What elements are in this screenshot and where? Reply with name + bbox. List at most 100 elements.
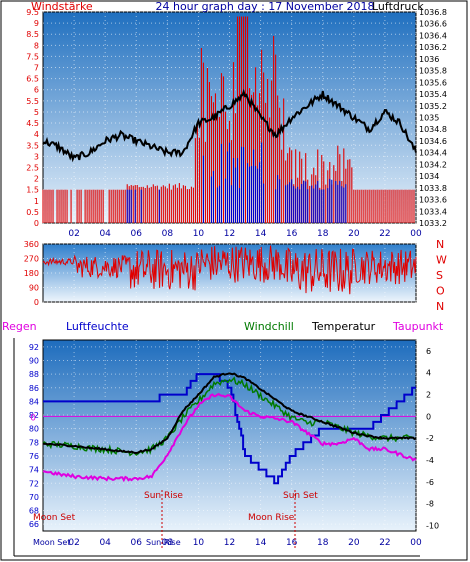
moon-set-label: Moon Set [33, 513, 76, 523]
zero-label: 0 [30, 413, 36, 423]
humidity-tick-label: 92 [29, 343, 39, 352]
wind-direction-line [42, 245, 417, 295]
moon-set-bottom-label: Moon Set [33, 538, 70, 547]
humidity-tick-label: 72 [29, 479, 39, 488]
wind-tick-label: 7.5 [26, 52, 39, 61]
humidity-tick-label: 84 [29, 397, 39, 406]
time-tick-label: 10 [193, 229, 205, 239]
humidity-line [43, 373, 416, 485]
humidity-tick-label: 80 [29, 425, 39, 434]
wind-tick-label: 6.5 [26, 75, 39, 84]
compass-label: S [436, 269, 443, 282]
compass-label: N [436, 238, 444, 251]
pressure-tick-label: 1036.4 [419, 31, 447, 40]
direction-tick-label: 360 [24, 240, 39, 249]
humidity-tick-label: 76 [29, 452, 39, 461]
legend-luftfeuchte: Luftfeuchte [66, 320, 129, 333]
time-tick-label: 20 [348, 229, 360, 239]
humidity-tick-label: 88 [29, 370, 39, 379]
pressure-tick-label: 1035.6 [419, 78, 447, 87]
compass-label: W [436, 254, 447, 267]
humidity-tick-label: 90 [29, 356, 39, 365]
wind-tick-label: 1 [34, 197, 39, 206]
wind-tick-label: 8 [34, 41, 39, 50]
temperature-tick-label: 6 [426, 347, 431, 356]
time-tick-label: 16 [286, 229, 298, 239]
temperature-tick-label: 4 [426, 369, 431, 378]
pressure-tick-label: 1035 [419, 114, 439, 123]
temperature-line [42, 372, 417, 455]
time-tick-label: 04 [99, 229, 111, 239]
wind-tick-label: 2.5 [26, 163, 39, 172]
pressure-tick-label: 1033.6 [419, 196, 447, 205]
moon-rise-label: Moon Rise [248, 513, 295, 523]
climate-time-tick-label: 20 [348, 538, 360, 548]
legend-regen: Regen [2, 320, 37, 333]
time-tick-label: 00 [410, 229, 422, 239]
humidity-tick-label: 70 [29, 493, 39, 502]
wind-tick-label: 7 [34, 64, 39, 73]
humidity-tick-label: 78 [29, 438, 39, 447]
pressure-tick-label: 1033.8 [419, 184, 447, 193]
humidity-tick-label: 66 [29, 520, 39, 529]
wind-tick-label: 4 [34, 130, 39, 139]
pressure-tick-label: 1033.4 [419, 207, 447, 216]
time-tick-label: 22 [379, 229, 390, 239]
humidity-tick-label: 86 [29, 384, 39, 393]
wind-tick-label: 3 [34, 152, 39, 161]
pressure-tick-label: 1034.4 [419, 149, 447, 158]
climate-time-tick-label: 18 [317, 538, 329, 548]
time-tick-label: 06 [131, 229, 143, 239]
pressure-tick-label: 1033.2 [419, 219, 447, 228]
pressure-tick-label: 1035.2 [419, 102, 447, 111]
wind-tick-label: 5.5 [26, 97, 39, 106]
wind-tick-label: 4.5 [26, 119, 39, 128]
climate-marks [42, 372, 417, 485]
time-tick-label: 02 [68, 229, 79, 239]
wind-pressure-axis-labels: 0 0.5 1 1.5 2 2.5 3 3.5 4 4.5 5 5.5 6 6.5 7 7.5 8 8.5 9 9.5… [26, 8, 447, 239]
pressure-tick-label: 1035.8 [419, 67, 447, 76]
humidity-tick-label: 68 [29, 507, 39, 516]
direction-tick-label: 180 [24, 269, 39, 278]
time-tick-label: 08 [162, 229, 174, 239]
wind-tick-label: 0.5 [26, 208, 39, 217]
pressure-tick-label: 1036.8 [419, 8, 447, 17]
wind-tick-label: 9 [34, 19, 39, 28]
climate-time-tick-label: 08 [162, 538, 174, 548]
legend-windchill: Windchill [244, 320, 294, 333]
climate-time-tick-label: 02 [68, 538, 79, 548]
climate-time-tick-label: 04 [99, 538, 111, 548]
time-tick-label: 12 [224, 229, 235, 239]
time-tick-label: 14 [255, 229, 267, 239]
climate-axis-labels: 66 68 70 72 74 76 78 80 82 84 86 88 90 92 -10 -8 -6 -4 -2 0… [29, 343, 439, 548]
pressure-tick-label: 1036.6 [419, 20, 447, 29]
pressure-tick-label: 1034 [419, 172, 439, 181]
pressure-tick-label: 1036 [419, 55, 439, 64]
sun-rise-bottom-label: Sun Rise [146, 538, 181, 547]
legend-taupunkt: Taupunkt [392, 320, 444, 333]
wind-tick-label: 9.5 [26, 8, 39, 17]
air-pressure-title: Luftdruck [372, 0, 424, 13]
pressure-tick-label: 1035.4 [419, 90, 447, 99]
pressure-line [42, 88, 417, 163]
wind-strength-title: Windstärke [31, 0, 93, 13]
legend-temperatur: Temperatur [311, 320, 376, 333]
temperature-tick-label: 0 [426, 412, 431, 421]
temperature-tick-label: -2 [426, 434, 434, 443]
wind-tick-label: 0 [34, 219, 39, 228]
wind-tick-label: 8.5 [26, 30, 39, 39]
pressure-tick-label: 1036.2 [419, 43, 447, 52]
time-tick-label: 18 [317, 229, 329, 239]
compass-label: O [436, 285, 445, 298]
sun-rise-label: Sun Rise [144, 491, 183, 501]
wind-direction-marks [42, 245, 417, 295]
climate-time-tick-label: 12 [224, 538, 235, 548]
climate-time-tick-label: 14 [255, 538, 267, 548]
pressure-tick-label: 1034.6 [419, 137, 447, 146]
sun-set-label: Sun Set [283, 491, 318, 501]
pressure-tick-label: 1034.8 [419, 125, 447, 134]
wind-pressure-marks [42, 16, 417, 223]
